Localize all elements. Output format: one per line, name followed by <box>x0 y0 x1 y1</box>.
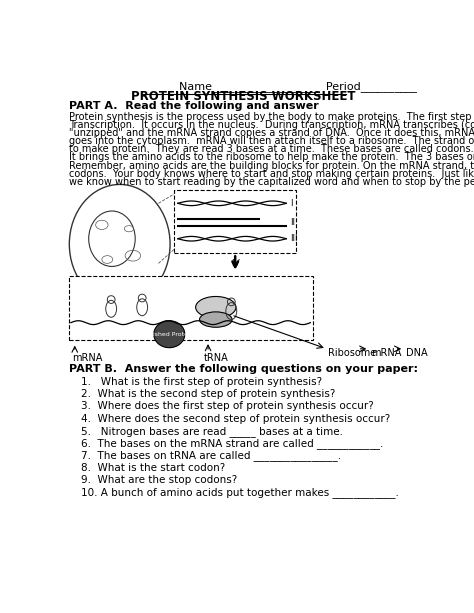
Text: PART B.  Answer the following questions on your paper:: PART B. Answer the following questions o… <box>69 364 418 374</box>
Text: It brings the amino acids to the ribosome to help make the protein.  The 3 bases: It brings the amino acids to the ribosom… <box>69 153 474 162</box>
Text: I: I <box>290 199 293 208</box>
Text: 1.   What is the first step of protein synthesis?: 1. What is the first step of protein syn… <box>81 376 322 387</box>
Text: III: III <box>290 234 298 243</box>
Text: 9.  What are the stop codons?: 9. What are the stop codons? <box>81 475 237 485</box>
Text: PART A.  Read the following and answer: PART A. Read the following and answer <box>69 101 319 112</box>
Text: tRNA: tRNA <box>204 354 229 364</box>
Text: 3.  Where does the first step of protein synthesis occur?: 3. Where does the first step of protein … <box>81 401 374 411</box>
Ellipse shape <box>196 297 236 318</box>
Ellipse shape <box>154 321 185 348</box>
Text: II: II <box>290 218 295 227</box>
Text: to make protein.  They are read 3 bases at a time.  These bases are called codon: to make protein. They are read 3 bases a… <box>69 145 474 154</box>
Text: we know when to start reading by the capitalized word and when to stop by the pe: we know when to start reading by the cap… <box>69 177 474 187</box>
Text: Finished Protein: Finished Protein <box>145 332 194 337</box>
Text: 5.   Nitrogen bases are read _____ bases at a time.: 5. Nitrogen bases are read _____ bases a… <box>81 426 343 436</box>
Text: Ribosome: Ribosome <box>328 348 376 358</box>
Text: 6.  The bases on the mRNA strand are called ____________.: 6. The bases on the mRNA strand are call… <box>81 438 383 449</box>
Text: Remember, amino acids are the building blocks for protein. On the mRNA strand, t: Remember, amino acids are the building b… <box>69 161 474 170</box>
Ellipse shape <box>200 312 232 327</box>
Text: 2.  What is the second step of protein synthesis?: 2. What is the second step of protein sy… <box>81 389 335 399</box>
Text: goes into the cytoplasm.  mRNA will then attach itself to a ribosome.  The stran: goes into the cytoplasm. mRNA will then … <box>69 136 474 147</box>
Text: mRNA: mRNA <box>73 354 103 364</box>
Text: 8.  What is the start codon?: 8. What is the start codon? <box>81 463 225 473</box>
Text: DNA: DNA <box>406 348 427 358</box>
Text: 4.  Where does the second step of protein synthesis occur?: 4. Where does the second step of protein… <box>81 414 390 424</box>
Text: codons.  Your body knows where to start and stop making certain proteins.  Just : codons. Your body knows where to start a… <box>69 169 474 178</box>
Text: 7.  The bases on tRNA are called ________________.: 7. The bases on tRNA are called ________… <box>81 451 341 462</box>
Text: 10. A bunch of amino acids put together makes ____________.: 10. A bunch of amino acids put together … <box>81 487 399 498</box>
Text: mRNA: mRNA <box>371 348 401 358</box>
Text: Transcription.  It occurs in the nucleus.  During transcription, mRNA transcribe: Transcription. It occurs in the nucleus.… <box>69 120 474 130</box>
Bar <box>174 190 296 253</box>
Text: IV: IV <box>231 259 240 268</box>
Text: Protein synthesis is the process used by the body to make proteins.  The first s: Protein synthesis is the process used by… <box>69 112 474 122</box>
Text: Name___________________  Period__________: Name___________________ Period__________ <box>179 82 418 92</box>
Bar <box>69 276 313 340</box>
Text: PROTEIN SYNTHESIS WORKSHEET: PROTEIN SYNTHESIS WORKSHEET <box>131 91 355 104</box>
Text: "unzipped" and the mRNA strand copies a strand of DNA.  Once it does this, mRNA : "unzipped" and the mRNA strand copies a … <box>69 128 474 138</box>
